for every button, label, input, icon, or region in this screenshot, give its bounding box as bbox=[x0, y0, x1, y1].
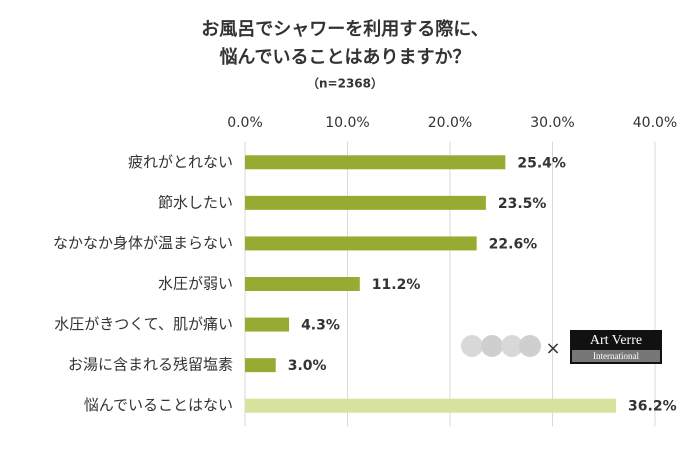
bar bbox=[245, 358, 276, 373]
data-label: 36.2% bbox=[628, 399, 677, 415]
bar bbox=[245, 277, 360, 291]
bar bbox=[245, 195, 486, 210]
y-tick-label: なかなか身体が温まらない bbox=[53, 234, 233, 252]
data-label: 22.6% bbox=[489, 236, 538, 252]
y-tick-label: お湯に含まれる残留塩素 bbox=[68, 356, 233, 374]
data-label: 11.2% bbox=[372, 277, 421, 293]
y-tick-label: 悩んでいることはない bbox=[84, 396, 233, 414]
x-tick-label: 40.0% bbox=[633, 115, 677, 131]
data-label: 3.0% bbox=[288, 358, 327, 374]
bar bbox=[245, 398, 617, 413]
data-label: 4.3% bbox=[301, 318, 340, 334]
bar bbox=[245, 236, 477, 251]
y-tick-label: 疲れがとれない bbox=[128, 153, 233, 171]
x-tick-label: 30.0% bbox=[530, 115, 574, 131]
chart-title: お風呂でシャワーを利用する際に、 bbox=[201, 18, 488, 40]
logo-text: Art Verre bbox=[590, 333, 642, 348]
x-tick-label: 10.0% bbox=[325, 115, 369, 131]
bar bbox=[245, 155, 506, 170]
y-tick-label: 節水したい bbox=[158, 193, 233, 211]
y-tick-label: 水圧がきつくて、肌が痛い bbox=[54, 315, 233, 333]
y-tick-label: 水圧が弱い bbox=[158, 275, 233, 293]
data-label: 25.4% bbox=[517, 155, 566, 171]
x-tick-label: 20.0% bbox=[428, 115, 472, 131]
x-tick-label: 0.0% bbox=[227, 115, 263, 131]
chart-subtitle: （n=2368） bbox=[307, 76, 383, 91]
data-label: 23.5% bbox=[498, 196, 547, 212]
logo-text: International bbox=[593, 351, 639, 361]
chart-title: 悩んでいることはありますか？ bbox=[219, 46, 470, 68]
bar bbox=[245, 317, 290, 332]
logo bbox=[461, 330, 662, 364]
logo-separator: × bbox=[545, 338, 560, 359]
